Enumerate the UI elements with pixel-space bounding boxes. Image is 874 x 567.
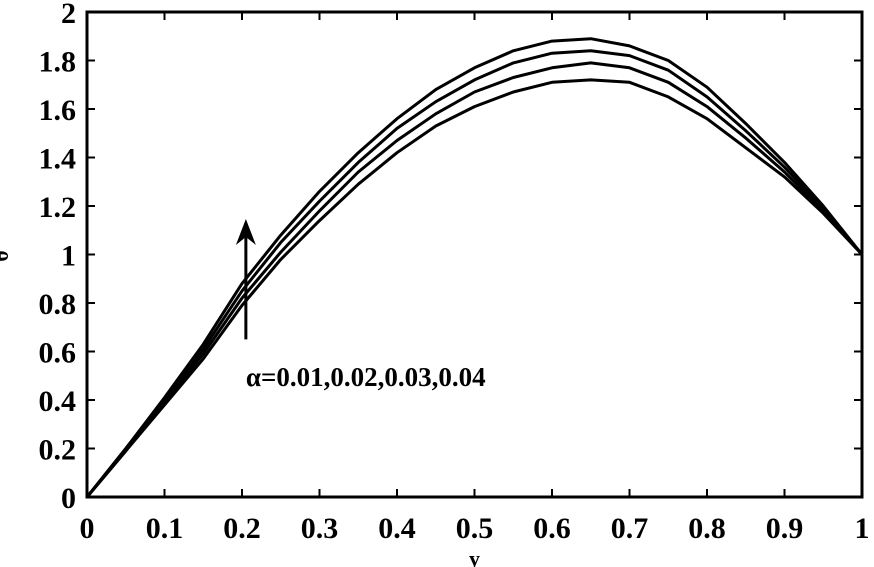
y-tick-label: 1.2 [39,191,77,224]
plot-frame [85,10,864,499]
x-tick-label: 0.7 [611,512,649,545]
x-tick-label: 0.8 [688,512,726,545]
series-line-3 [85,49,864,498]
y-tick-label: 0.8 [39,288,77,321]
x-tick-label: 0 [80,512,95,545]
annotation-text: α=0.01,0.02,0.03,0.04 [246,362,486,392]
y-tick-label: 0.2 [39,434,77,467]
x-tick-label: 0.9 [766,512,804,545]
y-tick-label: 0.6 [39,337,77,370]
x-tick-label: 0.3 [301,512,339,545]
series-line-2 [85,61,864,498]
y-tick-label: 1.4 [39,143,77,176]
x-tick-label: 0.6 [533,512,571,545]
x-tick-label: 0.2 [223,512,261,545]
annotation-layer: α=0.01,0.02,0.03,0.04 [235,218,486,392]
x-axis-label: y [469,546,480,567]
series-line-4 [85,37,864,498]
x-tick-label: 0.1 [146,512,184,545]
series-line-1 [85,78,864,498]
y-tick-label: 1.6 [39,94,77,127]
annotation-arrow-head [235,218,256,245]
y-tick-label: 1 [61,240,76,273]
x-tick-label: 0.5 [456,512,494,545]
series-layer [85,37,864,498]
x-tick-label: 1 [855,512,870,545]
y-tick-label: 1.8 [39,46,77,79]
y-axis-label: θ [0,250,13,261]
x-tick-label: 0.4 [378,512,416,545]
y-tick-label: 0.4 [39,385,77,418]
ticks-layer: 0 0.1 0.2 0.3 0.4 0.5 0.6 0.7 0.8 0.9 1 0 0.2 0.4 0.6 0… [39,0,870,545]
y-tick-label: 2 [61,0,76,30]
y-tick-label: 0 [61,482,76,515]
